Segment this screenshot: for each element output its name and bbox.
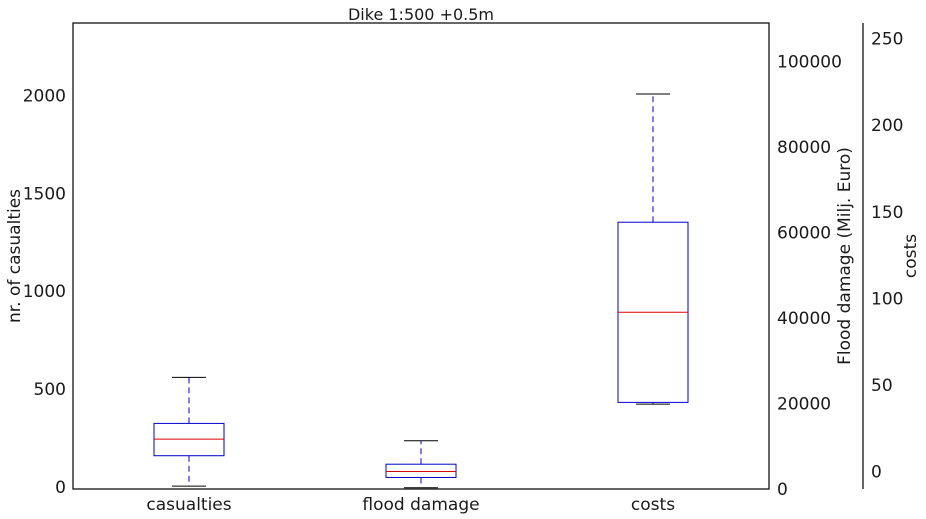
box-body — [385, 463, 457, 478]
flood-damage-axis-title: Flood damage (Milj. Euro) — [835, 147, 855, 365]
left-axis-tick-label: 1500 — [23, 184, 66, 204]
left-axis-tick-label: 1000 — [23, 282, 66, 302]
flood-damage-axis-tick-label: 100000 — [777, 52, 842, 72]
box-series — [153, 93, 689, 489]
costs-axis-tick-label: 50 — [871, 376, 893, 396]
costs-axis-tick-label: 250 — [871, 30, 903, 50]
costs-axis-ticks: 0 50 100 150 200 250 — [871, 30, 903, 483]
box-0 — [153, 376, 225, 487]
flood-damage-axis-tick-label: 80000 — [777, 138, 831, 158]
costs-axis-tick-label: 100 — [871, 289, 903, 309]
costs-axis-title: costs — [901, 234, 921, 278]
plot-frame — [72, 22, 770, 490]
left-axis-ticks: 0 500 1000 1500 2000 — [23, 86, 66, 498]
x-tick-label: flood damage — [362, 495, 479, 515]
flood-damage-axis-tick-label: 40000 — [777, 309, 831, 329]
left-axis-tick-label: 500 — [34, 380, 66, 400]
flood-damage-axis-tick-label: 0 — [777, 480, 788, 500]
costs-axis-tick-label: 0 — [871, 463, 882, 483]
chart-title: Dike 1:500 +0.5m — [348, 5, 494, 24]
box-2 — [617, 93, 689, 405]
x-tick-label: costs — [631, 495, 675, 515]
flood-damage-axis-tick-label: 60000 — [777, 223, 831, 243]
costs-axis-tick-label: 200 — [871, 116, 903, 136]
costs-axis-tick-label: 150 — [871, 203, 903, 223]
flood-damage-axis-ticks: 0 20000 40000 60000 80000 100000 — [777, 52, 842, 500]
left-axis-tick-label: 2000 — [23, 86, 66, 106]
x-tick-label: casualties — [146, 495, 231, 515]
flood-damage-axis-tick-label: 20000 — [777, 394, 831, 414]
left-axis-tick-label: 0 — [55, 478, 66, 498]
box-1 — [385, 440, 457, 489]
left-axis-title: nr. of casualties — [5, 189, 25, 323]
x-axis-ticks: casualties flood damage costs — [146, 495, 675, 515]
